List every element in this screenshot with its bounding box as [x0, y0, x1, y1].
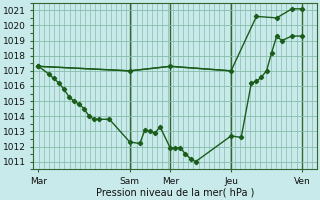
- X-axis label: Pression niveau de la mer( hPa ): Pression niveau de la mer( hPa ): [96, 187, 254, 197]
